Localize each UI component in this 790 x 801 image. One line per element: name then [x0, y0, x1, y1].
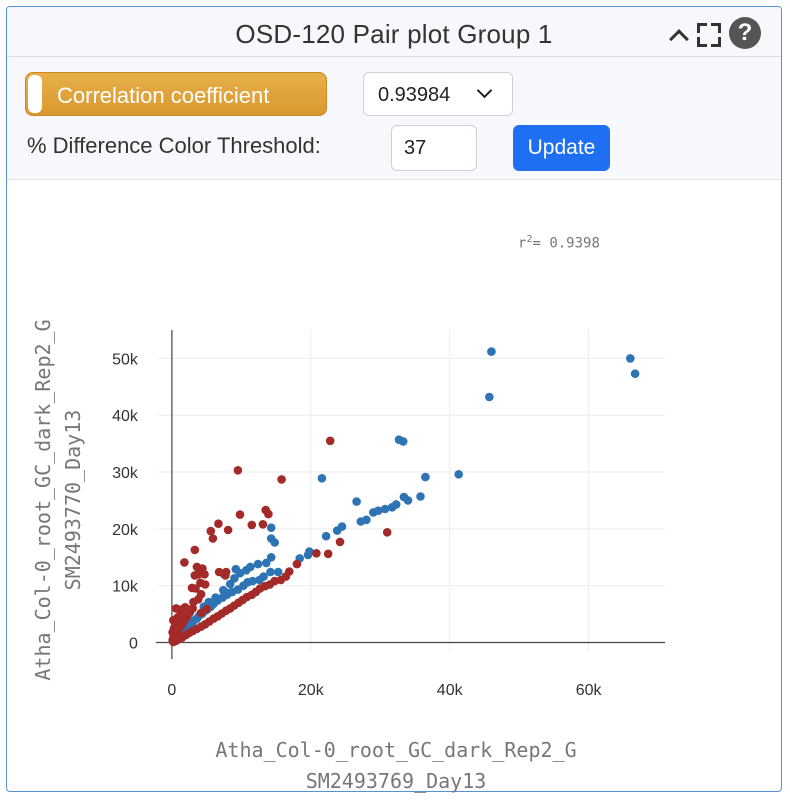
data-point — [266, 567, 275, 577]
y-tick-label: 50k — [112, 351, 139, 368]
data-point — [317, 474, 327, 483]
controls-bar: Correlation coefficient 0.93984 % Differ… — [7, 57, 781, 180]
pair-plot-panel: OSD-120 Pair plot Group 1 ? Correlation … — [6, 6, 782, 792]
panel-header: OSD-120 Pair plot Group 1 ? — [7, 7, 781, 57]
fullscreen-icon[interactable] — [697, 23, 721, 47]
data-point — [187, 583, 197, 593]
data-point — [208, 534, 218, 543]
data-point — [270, 538, 280, 547]
data-point — [630, 369, 640, 379]
correlation-coefficient-toggle[interactable]: Correlation coefficient — [25, 72, 327, 116]
y-tick-label: 40k — [112, 408, 139, 425]
x-tick-label: 40k — [437, 682, 464, 699]
correlation-select-value: 0.93984 — [378, 84, 451, 106]
data-point — [335, 537, 345, 547]
threshold-input[interactable] — [391, 125, 477, 171]
data-point — [194, 570, 203, 579]
data-point — [382, 528, 392, 537]
data-point — [323, 549, 333, 559]
page-title: OSD-120 Pair plot Group 1 — [235, 19, 553, 49]
data-point — [258, 520, 268, 529]
x-axis-label: SM2493769_Day13 — [306, 769, 487, 793]
data-point — [403, 496, 413, 505]
data-point — [266, 553, 276, 562]
data-point — [321, 531, 331, 541]
data-point — [303, 550, 313, 560]
data-point — [168, 628, 177, 637]
data-points — [168, 347, 640, 647]
x-tick-label: 60k — [576, 682, 603, 699]
r2-superscript: 2 — [526, 234, 533, 245]
data-point — [266, 523, 276, 532]
data-point — [206, 526, 216, 536]
header-icons: ? — [667, 17, 761, 49]
data-point — [190, 545, 200, 555]
data-point — [292, 559, 302, 569]
data-point — [255, 575, 264, 585]
data-point — [262, 558, 271, 568]
data-point — [231, 564, 241, 574]
data-point — [487, 347, 496, 356]
data-point — [230, 574, 239, 583]
x-tick-label: 0 — [167, 682, 176, 699]
data-point — [223, 525, 233, 535]
data-point — [398, 437, 408, 446]
data-point — [233, 466, 243, 475]
data-point — [356, 517, 366, 526]
data-point — [247, 520, 257, 530]
data-point — [185, 605, 194, 615]
data-point — [273, 567, 283, 577]
help-icon[interactable]: ? — [729, 17, 761, 49]
y-tick-label: 20k — [112, 522, 139, 539]
data-point — [168, 635, 177, 645]
data-point — [214, 519, 223, 528]
data-point — [421, 472, 430, 482]
data-point — [196, 578, 205, 588]
r2-value: = 0.9398 — [532, 235, 600, 252]
data-point — [387, 503, 397, 512]
data-point — [253, 559, 263, 569]
y-axis-label: SM2493770_Day13 — [61, 410, 85, 591]
data-point — [277, 475, 286, 484]
data-point — [380, 504, 390, 514]
data-point — [180, 558, 189, 567]
data-point — [214, 567, 224, 577]
data-point — [200, 570, 209, 579]
toggle-knob — [28, 75, 42, 113]
data-point — [352, 497, 361, 506]
r2-prefix: r — [518, 235, 527, 252]
data-point — [485, 392, 494, 402]
threshold-label: % Difference Color Threshold: — [27, 133, 321, 158]
data-point — [416, 492, 425, 501]
data-point — [202, 604, 211, 614]
data-point — [194, 595, 203, 604]
data-point — [325, 436, 335, 446]
update-button[interactable]: Update — [513, 125, 610, 171]
data-point — [264, 509, 273, 519]
data-point — [235, 510, 245, 519]
y-tick-label: 10k — [112, 579, 139, 596]
data-point — [369, 508, 378, 517]
data-point — [169, 616, 178, 625]
data-point — [221, 571, 230, 580]
correlation-select[interactable]: 0.93984 — [363, 72, 513, 116]
data-point — [332, 526, 342, 535]
x-axis-label: Atha_Col-0_root_GC_dark_Rep2_G — [215, 738, 576, 762]
data-point — [626, 354, 635, 363]
x-tick-label: 20k — [298, 682, 325, 699]
data-point — [211, 593, 220, 602]
data-point — [171, 604, 181, 613]
data-point — [454, 470, 464, 479]
y-tick-label: 30k — [112, 465, 139, 482]
toggle-label: Correlation coefficient — [57, 83, 270, 108]
data-point — [219, 585, 228, 595]
tick-labels: 0 20k 40k 60k 0 10k 20k 30k 40k 50k — [112, 351, 602, 699]
axes — [156, 330, 665, 659]
axis-labels: Atha_Col-0_root_GC_dark_Rep2_G SM2493769_… — [31, 319, 577, 793]
r-squared-annotation: r2= 0.9398 — [518, 234, 600, 252]
y-axis-label: Atha_Col-0_root_GC_dark_Rep2_G — [31, 319, 55, 680]
data-point — [312, 549, 321, 558]
y-tick-label: 0 — [129, 635, 138, 652]
